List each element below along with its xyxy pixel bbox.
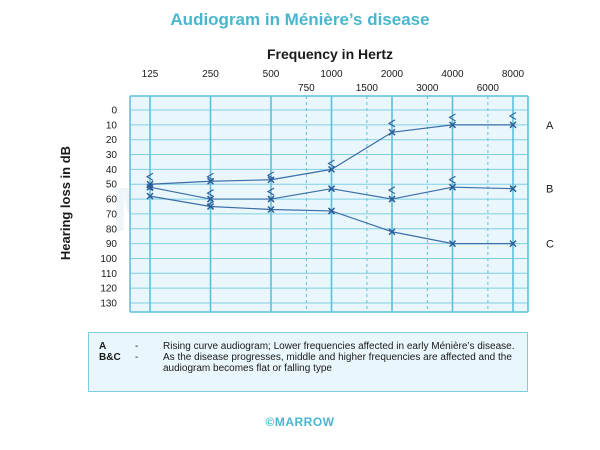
chart-title: Audiogram in Ménière’s disease: [170, 10, 430, 29]
y-tick-label: 30: [106, 150, 118, 161]
legend-key: A: [99, 341, 107, 352]
bone-conduction-marker: [206, 172, 214, 181]
legend-box: A - Rising curve audiogram; Lower freque…: [88, 332, 528, 392]
data-point-x: [509, 185, 517, 193]
y-tick-label: 60: [106, 195, 118, 206]
legend-row-bc: B&C - As the disease progresses, middle …: [99, 352, 517, 374]
bone-conduction-marker: [387, 186, 396, 195]
data-point-x: [206, 202, 215, 211]
x-tick-label: 2000: [381, 69, 404, 80]
data-point-x: [448, 183, 457, 191]
x-tick-label-minor: 750: [298, 83, 315, 94]
series-label-b: B: [546, 184, 553, 196]
x-tick-label: 1000: [320, 69, 343, 80]
data-point-x: [388, 128, 396, 136]
plot-area: [130, 96, 528, 312]
y-tick-label: 20: [106, 135, 118, 146]
legend-separator: -: [135, 352, 139, 363]
legend-key: B&C: [99, 352, 121, 363]
data-point-x: [448, 240, 457, 248]
y-tick-label: 10: [106, 120, 118, 131]
y-tick-label: 70: [106, 209, 118, 220]
y-tick-label: 100: [100, 254, 117, 265]
data-point-x: [388, 195, 396, 203]
data-point-x: [206, 195, 215, 203]
y-tick-label: 90: [106, 239, 118, 250]
y-tick-label: 0: [111, 106, 117, 117]
legend-description: Rising curve audiogram; Lower frequencie…: [163, 341, 515, 352]
x-tick-label: 4000: [441, 69, 464, 80]
audiogram-chart: 0 10 20 30 40 50 60 70 80 90 100 110 120 130 125 250 500…: [58, 46, 554, 313]
data-point-x: [146, 192, 154, 200]
data-point-x: [448, 121, 457, 129]
bone-conduction-marker: [266, 187, 275, 196]
series-label-a: A: [546, 120, 554, 132]
data-point-x: [509, 240, 517, 248]
x-tick-label: 500: [263, 69, 280, 80]
bone-conduction-marker: [387, 119, 396, 128]
y-axis-label: Hearing loss in dB: [58, 146, 73, 260]
bone-conduction-marker: [508, 111, 517, 120]
data-point-x: [267, 195, 275, 203]
data-point-x: [327, 165, 336, 173]
bone-conduction-marker: [206, 189, 214, 198]
y-tick-label: 40: [106, 165, 118, 176]
copyright-footer: ©MARROW: [265, 415, 335, 429]
legend-separator: -: [135, 341, 139, 352]
legend-description: As the disease progresses, middle and hi…: [163, 352, 512, 374]
x-tick-label-minor: 6000: [477, 83, 500, 94]
x-tick-label: 125: [142, 69, 159, 80]
data-point-x: [206, 177, 215, 185]
data-point-x: [388, 228, 396, 236]
bone-conduction-marker: [448, 175, 456, 184]
x-axis-label: Frequency in Hertz: [267, 46, 393, 62]
data-point-x: [267, 205, 275, 213]
bone-conduction-marker: [448, 113, 456, 122]
x-tick-label-minor: 1500: [356, 83, 379, 94]
y-tick-label: 120: [100, 284, 117, 295]
series-label-c: C: [546, 239, 554, 251]
bone-conduction-marker: [327, 159, 335, 168]
x-tick-label: 250: [202, 69, 219, 80]
data-point-x: [267, 176, 275, 184]
bone-conduction-marker: [266, 171, 275, 180]
y-tick-label: 130: [100, 299, 117, 310]
data-point-x: [327, 207, 336, 215]
x-tick-label: 8000: [502, 69, 525, 80]
y-tick-label: 80: [106, 224, 118, 235]
data-point-x: [146, 183, 154, 191]
y-tick-label: 110: [101, 269, 117, 280]
legend-row-a: A - Rising curve audiogram; Lower freque…: [99, 341, 517, 352]
x-tick-label-minor: 3000: [416, 83, 439, 94]
y-tick-label: 50: [106, 180, 118, 191]
data-point-x: [509, 121, 517, 129]
bone-conduction-marker: [145, 172, 154, 181]
data-point-x: [327, 185, 336, 193]
